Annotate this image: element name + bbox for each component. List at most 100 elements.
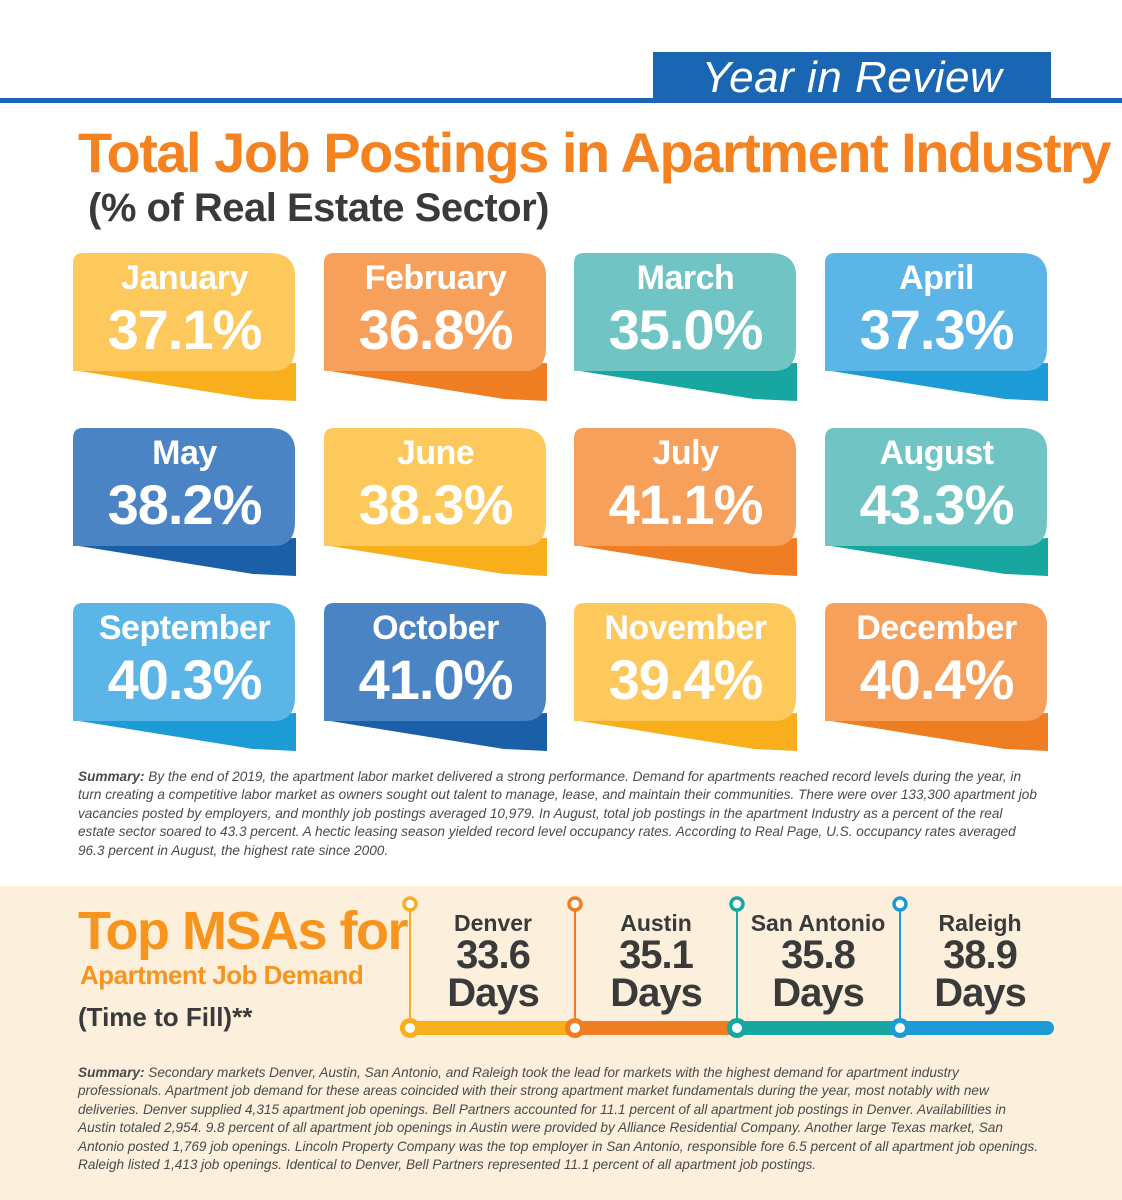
- card-fold: [330, 538, 547, 576]
- city-days-unit: Days: [610, 971, 703, 1015]
- timeline-node-center: [405, 1023, 415, 1033]
- month-card-october: October 41.0%: [324, 603, 547, 753]
- month-value: 41.0%: [358, 648, 514, 711]
- card-body: [574, 603, 796, 721]
- page-title: Total Job Postings in Apartment Industry: [78, 121, 1112, 184]
- month-value: 35.0%: [608, 298, 764, 361]
- month-name: April: [899, 259, 974, 297]
- timeline-pin-top: [402, 896, 418, 912]
- card-body: [73, 428, 295, 546]
- month-value: 38.2%: [107, 473, 263, 536]
- card-body: [825, 253, 1047, 371]
- month-card-november: November 39.4%: [574, 603, 797, 753]
- card-body: [324, 253, 546, 371]
- card-shape: [73, 603, 296, 751]
- timeline-node-center: [570, 1023, 580, 1033]
- card-body: [73, 603, 295, 721]
- card-fold: [330, 363, 547, 401]
- summary-text: By the end of 2019, the apartment labor …: [78, 769, 1037, 858]
- card-body: [73, 253, 295, 371]
- summary-text: Secondary markets Denver, Austin, San An…: [78, 1065, 1038, 1173]
- card-body: [825, 603, 1047, 721]
- month-name: September: [98, 609, 271, 647]
- card-shape: [324, 603, 547, 751]
- summary-lead: Summary:: [78, 1065, 145, 1080]
- card-shape: [324, 253, 547, 401]
- card-shape: [324, 428, 547, 576]
- month-value: 40.4%: [859, 648, 1015, 711]
- month-name: December: [856, 609, 1017, 647]
- card-fold: [79, 538, 296, 576]
- card-shape: [73, 428, 296, 576]
- month-card-february: February 36.8%: [324, 253, 547, 403]
- city-name: San Antonio: [750, 910, 886, 936]
- city-days: 33.6: [456, 933, 531, 977]
- summary-paragraph-2: Summary: Secondary markets Denver, Austi…: [78, 1064, 1038, 1174]
- msa-section-background: [0, 886, 1122, 1200]
- card-fold: [79, 363, 296, 401]
- msa-subtitle: Apartment Job Demand: [80, 960, 364, 990]
- city-name: Raleigh: [938, 910, 1022, 936]
- month-card-june: June 38.3%: [324, 428, 547, 578]
- card-shape: [574, 253, 797, 401]
- month-name: February: [364, 259, 507, 297]
- month-name: October: [372, 609, 499, 647]
- card-shape: [825, 428, 1048, 576]
- card-fold: [580, 363, 797, 401]
- month-card-august: August 43.3%: [825, 428, 1048, 578]
- month-name: January: [121, 259, 248, 297]
- card-fold: [79, 713, 296, 751]
- month-name: August: [879, 434, 994, 472]
- card-shape: [73, 253, 296, 401]
- month-value: 37.1%: [107, 298, 263, 361]
- month-card-july: July 41.1%: [574, 428, 797, 578]
- card-shape: [825, 603, 1048, 751]
- city-days: 35.8: [781, 933, 856, 977]
- card-fold: [831, 363, 1048, 401]
- page-subtitle: (% of Real Estate Sector): [88, 186, 549, 230]
- msa-title: Top MSAs for: [78, 901, 408, 961]
- card-body: [574, 253, 796, 371]
- timeline-pin-top: [892, 896, 908, 912]
- month-card-march: March 35.0%: [574, 253, 797, 403]
- month-value: 43.3%: [859, 473, 1015, 536]
- timeline-pin-top: [567, 896, 583, 912]
- timeline-graphic: [400, 896, 1054, 1038]
- msa-timeline: Denver 33.6 Days Austin 35.1 Days San Antonio 3…: [395, 890, 1065, 1050]
- city-name: Austin: [620, 910, 692, 936]
- city-days: 35.1: [619, 933, 694, 977]
- summary-lead: Summary:: [78, 769, 145, 784]
- city-days-unit: Days: [447, 971, 540, 1015]
- month-card-may: May 38.2%: [73, 428, 296, 578]
- msa-city-denver: Denver 33.6 Days: [413, 910, 573, 1015]
- msa-city-san-antonio: San Antonio 35.8 Days: [738, 910, 898, 1015]
- summary-paragraph-1: Summary: By the end of 2019, the apartme…: [78, 768, 1038, 860]
- header-rule: [0, 98, 1122, 103]
- month-name: July: [652, 434, 719, 472]
- year-in-review-tab: Year in Review: [653, 52, 1051, 103]
- month-value: 41.1%: [608, 473, 764, 536]
- month-value: 39.4%: [608, 648, 764, 711]
- msa-city-raleigh: Raleigh 38.9 Days: [900, 910, 1060, 1015]
- card-body: [324, 428, 546, 546]
- month-name: May: [152, 434, 217, 472]
- city-days-unit: Days: [772, 971, 865, 1015]
- card-fold: [580, 538, 797, 576]
- month-name: June: [396, 434, 475, 472]
- timeline-pin-top: [729, 896, 745, 912]
- card-fold: [580, 713, 797, 751]
- month-card-december: December 40.4%: [825, 603, 1048, 753]
- city-days-unit: Days: [934, 971, 1027, 1015]
- msa-city-austin: Austin 35.1 Days: [576, 910, 736, 1015]
- month-value: 36.8%: [358, 298, 514, 361]
- card-body: [574, 428, 796, 546]
- card-body: [825, 428, 1047, 546]
- card-shape: [574, 603, 797, 751]
- month-card-april: April 37.3%: [825, 253, 1048, 403]
- card-fold: [831, 713, 1048, 751]
- timeline-node-center: [895, 1023, 905, 1033]
- city-days: 38.9: [943, 933, 1018, 977]
- month-card-january: January 37.1%: [73, 253, 296, 403]
- card-body: [324, 603, 546, 721]
- card-shape: [574, 428, 797, 576]
